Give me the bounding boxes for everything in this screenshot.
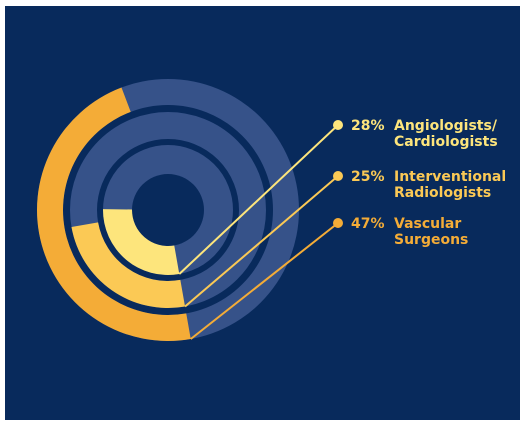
legend-value-2: 25% <box>351 169 385 185</box>
legend-label-1-line-1: Angiologists/ <box>394 118 498 134</box>
ring-arc-3 <box>37 87 191 341</box>
chart-panel: 28% Angiologists/Cardiologists 25% Interven… <box>5 6 520 420</box>
leader-line-1 <box>178 124 339 275</box>
ring-gap-2 <box>63 105 273 315</box>
leader-lines <box>178 124 339 340</box>
leader-line-3 <box>190 222 339 340</box>
ring-arcs <box>37 87 191 341</box>
legend-label-3-line-1: Vascular <box>394 216 461 232</box>
legend-label-3-line-2: Surgeons <box>394 232 468 248</box>
legend-dot-3 <box>333 218 343 228</box>
ring-center-hole <box>132 174 204 246</box>
legend-value-3: 47% <box>351 216 385 232</box>
leader-line-2 <box>184 175 339 308</box>
legend-label-1-line-2: Cardiologists <box>394 134 498 150</box>
radial-chart: 28% Angiologists/Cardiologists 25% Interven… <box>5 6 520 420</box>
legend: 28% Angiologists/Cardiologists 25% Interven… <box>333 118 506 248</box>
ring-arc-1 <box>103 209 180 275</box>
legend-label-2-line-2: Radiologists <box>394 185 491 201</box>
ring-gap-1 <box>97 139 239 281</box>
legend-label-2-line-1: Interventional <box>394 169 506 185</box>
legend-dot-1 <box>333 120 343 130</box>
ring-arc-2 <box>71 222 186 308</box>
legend-dot-2 <box>333 171 343 181</box>
legend-value-1: 28% <box>351 118 385 134</box>
